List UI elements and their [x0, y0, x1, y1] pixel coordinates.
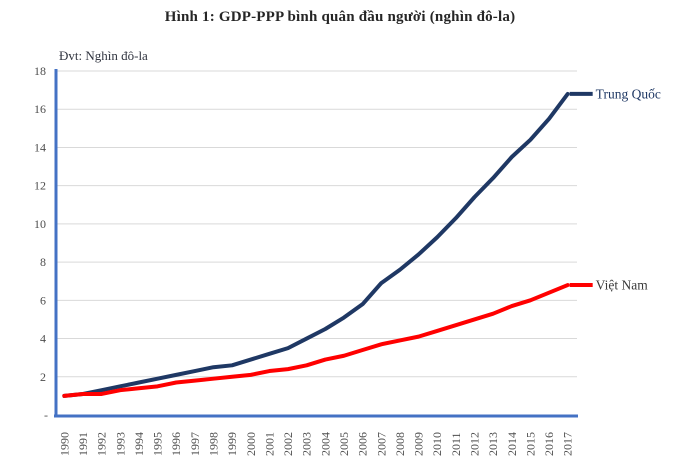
y-tick-label: 14 [34, 140, 46, 154]
x-tick-label: 1992 [95, 432, 109, 456]
y-tick-label-zero: - [44, 408, 48, 422]
x-tick-label: 2005 [337, 432, 351, 456]
unit-label: Đvt: Nghìn đô-la [59, 48, 148, 63]
x-tick-label: 2014 [505, 432, 519, 456]
x-tick-label: 2010 [430, 432, 444, 456]
x-tick-label: 2007 [374, 432, 388, 456]
x-tick-label: 2016 [542, 432, 556, 456]
series-label-viet-nam: Việt Nam [596, 278, 649, 293]
x-tick-label: 1991 [76, 432, 90, 456]
series-line-viet-nam [62, 283, 570, 398]
y-tick-label: 8 [40, 255, 46, 269]
x-tick-label: 1994 [132, 432, 146, 456]
y-tick-label: 16 [34, 102, 46, 116]
y-tick-label: 2 [40, 370, 46, 384]
x-tick-label: 2008 [393, 432, 407, 456]
x-tick-label: 1999 [225, 432, 239, 456]
x-tick-label: 1990 [57, 432, 71, 456]
x-tick-label: 2004 [318, 432, 332, 456]
x-tick-label: 2012 [467, 432, 481, 456]
y-tick-label: 4 [40, 332, 46, 346]
series-line-trung-quoc [62, 91, 570, 398]
x-tick-label: 2003 [300, 432, 314, 456]
y-tick-label: 12 [34, 179, 46, 193]
x-tick-label: 1993 [113, 432, 127, 456]
x-tick-label: 2013 [486, 432, 500, 456]
figure-title: Hình 1: GDP-PPP bình quân đầu người (ngh… [164, 9, 516, 25]
series-label-trung-quoc: Trung Quốc [596, 86, 661, 101]
x-tick-label: 1998 [206, 432, 220, 456]
y-tick-label: 6 [40, 293, 46, 307]
x-tick-label: 2009 [412, 432, 426, 456]
x-tick-label: 2001 [262, 432, 276, 456]
x-tick-label: 2000 [244, 432, 258, 456]
x-tick-label: 2002 [281, 432, 295, 456]
x-tick-label: 2006 [356, 432, 370, 456]
y-tick-label: 10 [34, 217, 46, 231]
y-tick-label: 18 [34, 64, 46, 78]
x-tick-label: 1997 [188, 432, 202, 456]
x-tick-label: 2011 [449, 432, 463, 456]
x-tick-label: 2017 [561, 432, 575, 456]
x-tick-label: 1996 [169, 432, 183, 456]
x-tick-label: 2015 [523, 432, 537, 456]
x-tick-label: 1995 [151, 432, 165, 456]
